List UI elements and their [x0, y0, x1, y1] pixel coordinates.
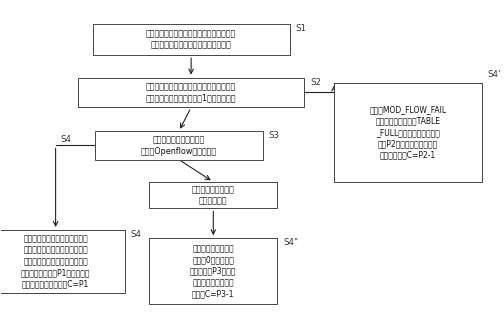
- Text: 获取所需测试的目标逻辑流表所支持的匹配
域、并设置该逻辑流表的默认匹配动作: 获取所需测试的目标逻辑流表所支持的匹配 域、并设置该逻辑流表的默认匹配动作: [146, 29, 236, 50]
- Text: S1: S1: [295, 24, 306, 33]
- FancyBboxPatch shape: [149, 238, 277, 305]
- Text: S4: S4: [131, 230, 142, 239]
- Text: S2: S2: [310, 77, 322, 87]
- Text: S4": S4": [283, 238, 298, 247]
- FancyBboxPatch shape: [149, 182, 277, 208]
- Text: 若发现某条流的报文
统计为0，记录当前
流的优先级P3，此时
，被测逻辑流表的表
项容量C=P3-1: 若发现某条流的报文 统计为0，记录当前 流的优先级P3，此时 ，被测逻辑流表的表…: [190, 244, 236, 299]
- Text: S4: S4: [60, 135, 72, 144]
- Text: S3: S3: [269, 131, 280, 140]
- Text: 查看交换机上流表的
报文统计情况: 查看交换机上流表的 报文统计情况: [192, 185, 235, 205]
- FancyBboxPatch shape: [334, 82, 482, 182]
- Text: 若监听到所述协议报文按照所述
默认匹配动作进行处理，则记录
下所述目标逻辑流表中最后添加
的流表项的优先级P1，此时，被
测逻辑流表的表项容量C=P1: 若监听到所述协议报文按照所述 默认匹配动作进行处理，则记录 下所述目标逻辑流表中…: [21, 234, 90, 289]
- FancyBboxPatch shape: [78, 77, 304, 107]
- Text: S4': S4': [488, 70, 501, 79]
- Text: 发送所述匹配域的报文，
并监听Openflow的协议报文: 发送所述匹配域的报文， 并监听Openflow的协议报文: [141, 135, 217, 156]
- Text: 向所述目标逻辑流表添加相应匹配域的流表
项，所述流表项的优先级从1开始依次递增: 向所述目标逻辑流表添加相应匹配域的流表 项，所述流表项的优先级从1开始依次递增: [146, 82, 236, 103]
- FancyBboxPatch shape: [95, 131, 263, 160]
- FancyBboxPatch shape: [93, 24, 290, 55]
- Text: 若上报MOD_FLOW_FAIL
错误且其子错误码为TABLE
_FULL时，记录当前流的优
先级P2，此时，被测逻辑流
表的表项容量C=P2-1: 若上报MOD_FLOW_FAIL 错误且其子错误码为TABLE _FULL时，记…: [369, 105, 447, 160]
- FancyBboxPatch shape: [0, 230, 124, 293]
